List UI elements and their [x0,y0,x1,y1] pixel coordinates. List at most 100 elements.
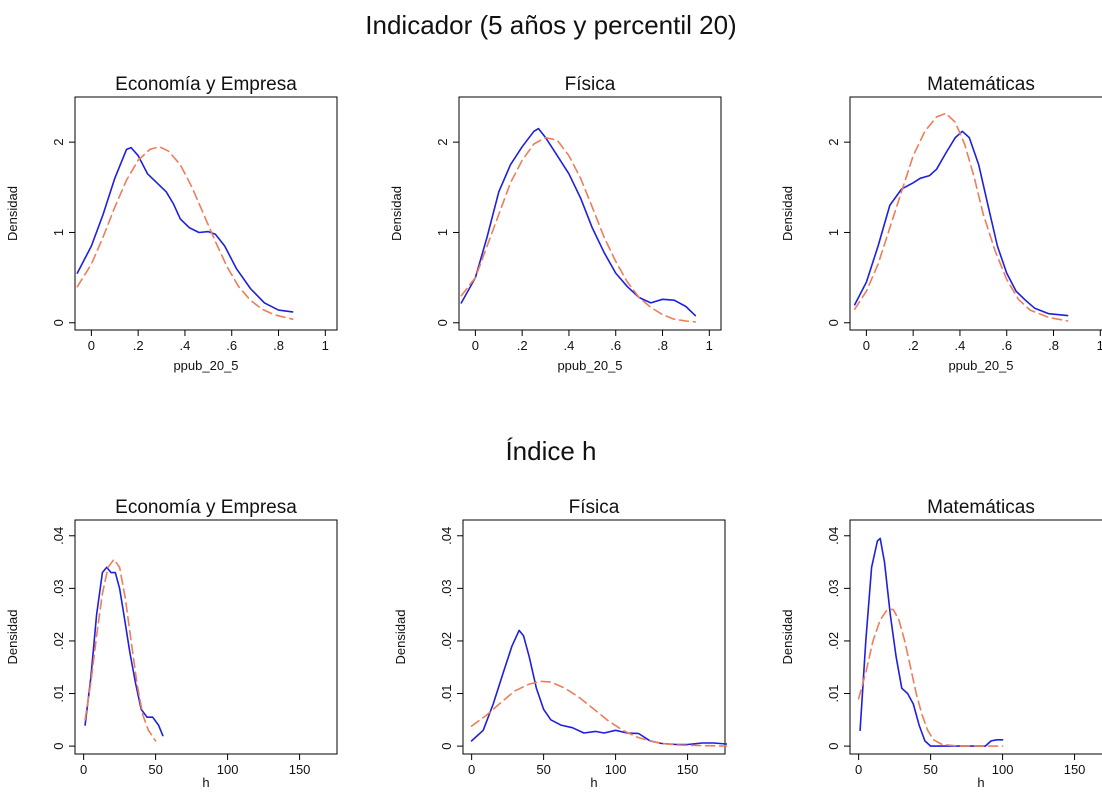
kernel-density-line [84,566,164,737]
x-tick-label: 1 [322,338,329,353]
panel-h-economia: Economía y Empresa 0 50 100 150 0 .01 .02 .03 .04… [0,488,367,803]
x-tick-label: 100 [605,762,627,777]
plot-frame [74,519,338,755]
y-axis-label: Densidad [780,186,795,241]
x-tick-label: .6 [610,338,621,353]
x-axis-label: ppub_20_5 [173,358,238,373]
panel-ppub-matematicas: Matemáticas 0 .2 .4 .6 .8 1 0 1 2 ppub_20_5 Densida… [734,62,1102,392]
y-tick-label: 0 [51,742,66,749]
x-tick-label: .4 [564,338,575,353]
x-tick-label: 0 [863,338,870,353]
y-tick-label: .02 [826,632,841,650]
kernel-density-line [470,629,728,746]
x-tick-label: .8 [273,338,284,353]
x-tick-label: .2 [133,338,144,353]
x-tick-label: 100 [992,762,1014,777]
plot-frame [462,519,726,755]
section-title-indice-h: Índice h [505,436,597,466]
x-tick-label: .8 [1048,338,1059,353]
kernel-density-line [859,537,1004,747]
y-tick-label: .01 [51,684,66,702]
y-tick-label: 2 [51,139,66,146]
panel-title: Física [565,74,616,95]
y-tick-label: .01 [439,684,454,702]
x-tick-label: 1 [706,338,713,353]
x-tick-label: 0 [80,762,87,777]
kernel-density-line [853,130,1069,317]
y-tick-label: 0 [439,742,454,749]
x-tick-label: .4 [180,338,191,353]
normal-density-line [470,680,728,747]
normal-density-line [853,112,1069,322]
plot-frame [458,96,722,331]
panel-ppub-economia: Economía y Empresa 0 .2 .4 .6 .8 1 0 1 2 ppub_20_5… [0,62,367,392]
y-tick-label: 0 [826,319,841,326]
panel-h-matematicas: Matemáticas 0 50 100 150 0 .01 .02 .03 .04 h Densid… [734,488,1102,803]
normal-density-line [76,145,294,320]
chart-ppub-matematicas: Matemáticas 0 .2 .4 .6 .8 1 0 1 2 ppub_20_5 Densida… [780,74,1102,373]
x-axis-label: h [590,775,597,790]
y-tick-label: .04 [439,527,454,545]
y-tick-label: .02 [439,632,454,650]
section-title-indicador: Indicador (5 años y percentil 20) [365,10,737,40]
y-axis-label: Densidad [5,610,20,665]
y-axis-label: Densidad [780,610,795,665]
x-tick-label: 1 [1097,338,1102,353]
y-tick-label: 0 [826,742,841,749]
plot-frame [849,519,1102,755]
x-tick-label: 0 [468,762,475,777]
x-tick-label: .2 [908,338,919,353]
y-tick-label: 1 [51,229,66,236]
kernel-density-line [460,127,697,317]
chart-ppub-fisica: Física 0 .2 .4 .6 .8 1 0 1 2 ppub_20_5 Densidad [389,74,722,373]
y-tick-label: 0 [435,319,450,326]
y-tick-label: .04 [826,527,841,545]
plot-frame [849,96,1102,331]
x-tick-label: 50 [923,762,937,777]
chart-h-economia: Economía y Empresa 0 50 100 150 0 .01 .02 .03 .04… [5,497,338,790]
chart-h-fisica: Física 0 50 100 150 0 .01 .02 .03 .04 h Densidad [393,497,728,790]
x-axis-label: h [202,775,209,790]
plot-frame [74,96,338,331]
normal-density-line [84,558,157,742]
panel-title: Física [569,497,620,518]
x-tick-label: 0 [855,762,862,777]
panel-title: Matemáticas [927,74,1035,95]
x-tick-label: 100 [217,762,239,777]
panel-title: Economía y Empresa [115,74,297,95]
y-tick-label: 2 [435,139,450,146]
panel-ppub-fisica: Física 0 .2 .4 .6 .8 1 0 1 2 ppub_20_5 Densidad [367,62,734,392]
y-tick-label: 0 [51,319,66,326]
y-axis-label: Densidad [393,610,408,665]
y-tick-label: .03 [51,579,66,597]
x-tick-label: 150 [289,762,311,777]
y-tick-label: 2 [826,139,841,146]
x-tick-label: .6 [1001,338,1012,353]
x-axis-label: ppub_20_5 [948,358,1013,373]
x-axis-label: h [977,775,984,790]
normal-density-line [857,608,1004,747]
y-axis-label: Densidad [389,186,404,241]
normal-density-line [460,136,697,323]
x-tick-label: .2 [517,338,528,353]
y-tick-label: .03 [439,579,454,597]
x-tick-label: .6 [226,338,237,353]
kernel-density-line [76,146,294,313]
x-tick-label: 0 [472,338,479,353]
x-tick-label: 150 [677,762,699,777]
x-axis-label: ppub_20_5 [557,358,622,373]
chart-ppub-economia: Economía y Empresa 0 .2 .4 .6 .8 1 0 1 2 ppub_20_5… [5,74,338,373]
x-tick-label: .8 [657,338,668,353]
y-tick-label: 1 [826,229,841,236]
y-tick-label: 1 [435,229,450,236]
y-tick-label: .02 [51,632,66,650]
panel-h-fisica: Física 0 50 100 150 0 .01 .02 .03 .04 h Densidad [367,488,734,803]
y-tick-label: .01 [826,684,841,702]
chart-h-matematicas: Matemáticas 0 50 100 150 0 .01 .02 .03 .04 h Densid… [780,497,1102,790]
x-tick-label: 150 [1064,762,1086,777]
y-axis-label: Densidad [5,186,20,241]
x-tick-label: 0 [88,338,95,353]
y-tick-label: .03 [826,579,841,597]
panel-title: Economía y Empresa [115,497,297,518]
x-tick-label: 50 [536,762,550,777]
